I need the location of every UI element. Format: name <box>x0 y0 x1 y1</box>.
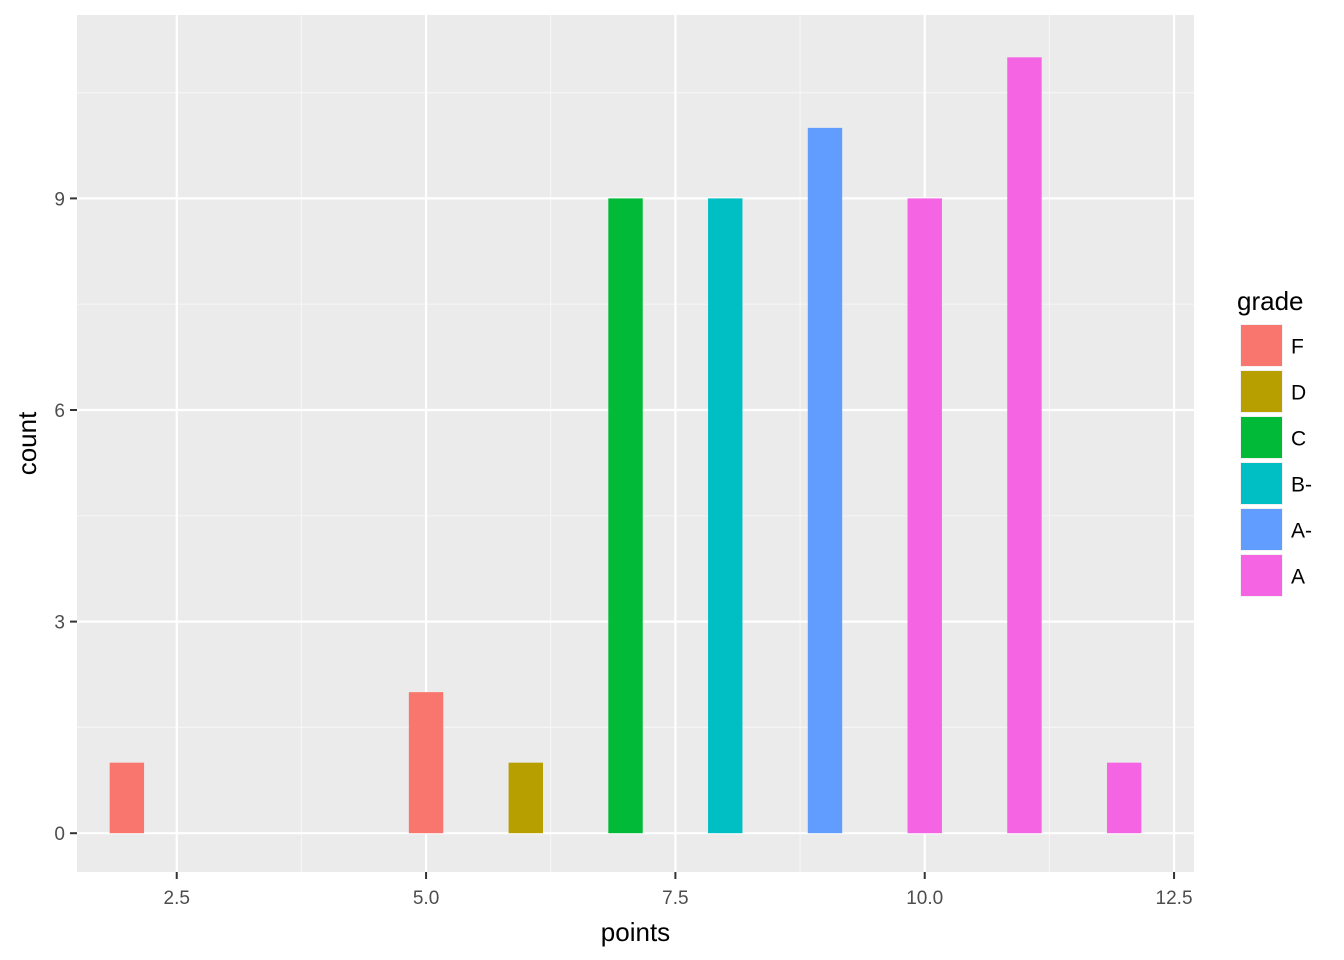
legend-label: A <box>1291 566 1305 589</box>
x-tick-label: 7.5 <box>662 888 688 909</box>
y-tick-label: 9 <box>54 189 65 210</box>
legend-label: F <box>1291 336 1304 359</box>
bar-grade-F <box>408 692 444 834</box>
legend-swatch <box>1241 463 1282 504</box>
y-tick-label: 0 <box>54 824 65 845</box>
bar-grade-Aminus <box>807 127 843 834</box>
bar-grade-Bminus <box>708 198 743 834</box>
y-axis-title: count <box>12 411 42 475</box>
bars <box>109 57 1142 834</box>
legend-label: C <box>1291 428 1306 451</box>
x-tick-label: 10.0 <box>906 888 943 909</box>
legend-swatch <box>1241 555 1282 596</box>
legend-swatch <box>1241 325 1282 366</box>
legend-swatch <box>1241 417 1282 458</box>
x-tick-label: 2.5 <box>164 888 190 909</box>
legend-swatch <box>1241 509 1282 550</box>
x-axis: 2.5 5.0 7.5 10.0 12.5 <box>164 872 1193 909</box>
y-tick-label: 6 <box>54 401 65 422</box>
bar-grade-F <box>109 762 145 834</box>
x-tick-label: 12.5 <box>1156 888 1193 909</box>
y-tick-label: 3 <box>54 613 65 634</box>
y-axis: 0 3 6 9 <box>54 189 77 845</box>
legend-label: B- <box>1291 474 1312 497</box>
bar-grade-A <box>1007 57 1042 834</box>
legend-swatch <box>1241 371 1282 412</box>
bar-grade-A <box>1106 762 1142 834</box>
legend-label: D <box>1291 382 1306 405</box>
bar-grade-A <box>907 198 942 834</box>
x-axis-title: points <box>601 917 670 947</box>
legend-title: grade <box>1237 286 1304 316</box>
bar-grade-D <box>508 762 543 834</box>
legend-label: A- <box>1291 520 1312 543</box>
legend: grade FDC B- A- A <box>1237 286 1312 597</box>
bar-grade-C <box>608 198 643 834</box>
x-tick-label: 5.0 <box>413 888 439 909</box>
